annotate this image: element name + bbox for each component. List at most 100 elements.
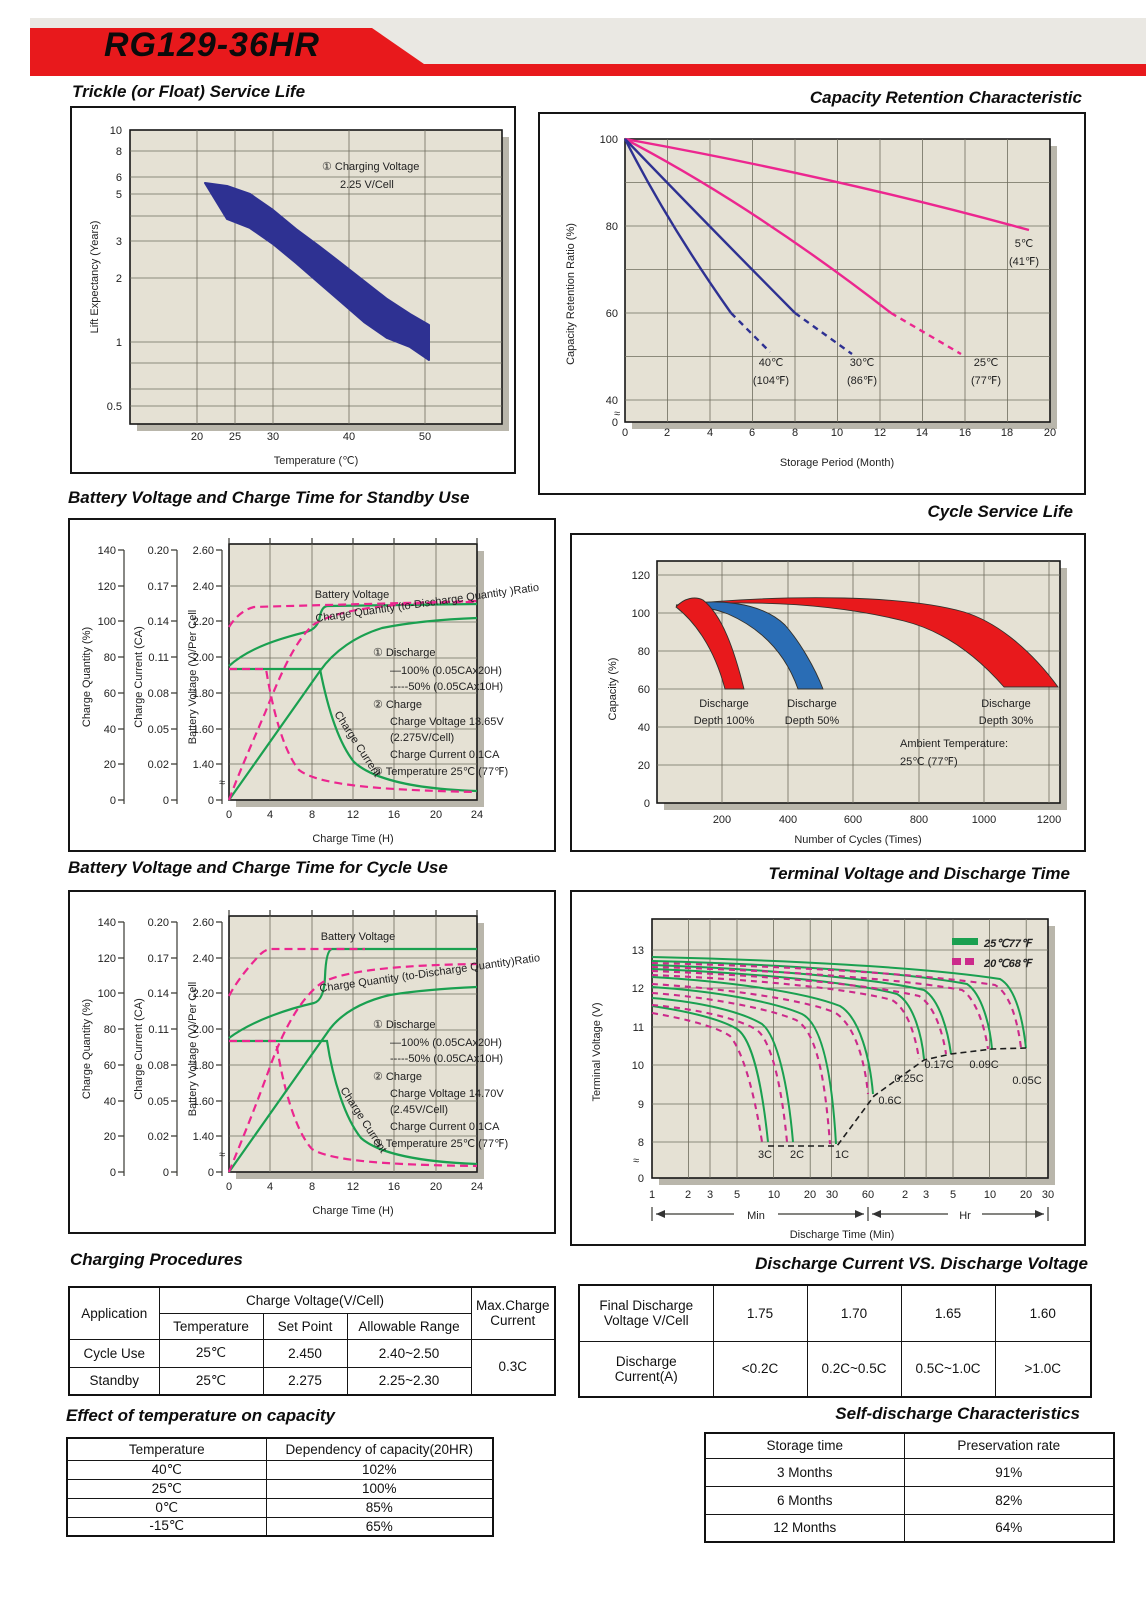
note-line: Charge Current 0.1CA (390, 1121, 500, 1133)
curve-06c-25 (651, 976, 874, 1095)
cell-set-standby: 2.275 (262, 1366, 348, 1396)
th-allowable-range: Allowable Range (346, 1312, 472, 1340)
axis-label-quantity: Charge Quantity (%) (81, 627, 93, 727)
header-red-banner (30, 28, 1146, 76)
line-40c-dashed (730, 312, 771, 353)
annotation-charging-voltage: ① Charging Voltage (322, 161, 419, 173)
axis-quantity (118, 549, 125, 804)
voltage-tick-label: 1.40 (193, 759, 214, 771)
current-tick-label: 0.20 (148, 917, 169, 929)
cell-final-voltage-label: Final Discharge Voltage V/Cell (578, 1284, 714, 1342)
note-line: Charge Current 0.1CA (390, 749, 500, 761)
y-tick-label: 40 (606, 395, 618, 407)
gridlines (229, 916, 477, 1172)
curve-009c-20 (651, 965, 990, 1050)
curve-3c-25 (651, 1005, 769, 1143)
table-row: Discharge Current(A) <0.2C 0.2C~0.5C 0.5… (578, 1340, 1092, 1398)
red-banner-shape (30, 28, 1146, 76)
x-tick-label: 4 (707, 427, 713, 439)
curve-label-voltage: Battery Voltage (315, 589, 390, 601)
cell-max-charge: 0.3C (470, 1338, 556, 1396)
note-line: ② Charge (373, 699, 422, 711)
legend-swatch-20c-b (965, 958, 974, 965)
curve-current-100 (229, 667, 478, 793)
axis-label-quantity: Charge Quantity (%) (81, 999, 93, 1099)
th-preservation-rate: Preservation rate (903, 1432, 1115, 1459)
cell-fv-1: 1.75 (712, 1284, 808, 1342)
arrowhead-hr-right (1035, 1210, 1044, 1218)
cell-dc-3: 0.5C~1.0C (900, 1340, 996, 1398)
curve-2c-25 (651, 997, 794, 1143)
table-row: Final Discharge Voltage V/Cell 1.75 1.70… (578, 1284, 1092, 1342)
quantity-tick-label: 100 (98, 616, 116, 628)
current-tick-label: 0.17 (148, 953, 169, 965)
x-tick-label: 30 (267, 431, 279, 443)
cell-dc-1: <0.2C (712, 1340, 808, 1398)
note-line: -----50% (0.05CAx10H) (390, 1053, 503, 1065)
x-tick-label: 12 (874, 427, 886, 439)
note-line: ① Discharge (373, 1019, 435, 1031)
y-tick-label: 10 (110, 125, 122, 137)
x-tick-label: 0 (226, 1181, 232, 1193)
table-row: 12 Months 64% (704, 1513, 1115, 1543)
top-ticks (228, 538, 478, 544)
annotation-voltage-value: 2.25 V/Cell (340, 179, 394, 191)
table-row: Standby 25℃ 2.275 2.25~2.30 (68, 1366, 555, 1396)
x-tick-label: 24 (471, 1181, 483, 1193)
x-tick-label: 5 (734, 1189, 740, 1201)
table-row: Storage time Preservation rate (704, 1432, 1115, 1459)
quantity-tick-label: 20 (104, 759, 116, 771)
label-40c: 40℃ (759, 357, 784, 369)
cell-temp-cycle: 25℃ (158, 1338, 264, 1368)
y-tick-label: 0.5 (107, 401, 122, 413)
cell-range-standby: 2.25~2.30 (346, 1366, 472, 1396)
voltage-tick-label: 2.40 (193, 581, 214, 593)
y-tick-label: 80 (606, 221, 618, 233)
cell-temp-minus15: -15℃ (66, 1516, 267, 1537)
x-tick-label: 20 (191, 431, 203, 443)
note-line: Charge Voltage 13.65V (390, 716, 504, 728)
note-line: ③ Temperature 25℃ (77℉) (373, 1138, 508, 1150)
cell-cap-0: 85% (265, 1497, 494, 1518)
cell-temp-25: 25℃ (66, 1478, 267, 1499)
heading-cycle-charge: Battery Voltage and Charge Time for Cycl… (68, 858, 448, 877)
voltage-tick-label: 1.60 (193, 724, 214, 736)
cell-fv-4: 1.60 (994, 1284, 1092, 1342)
curve-voltage-50 (228, 947, 365, 997)
y-tick-label: 60 (606, 308, 618, 320)
axis-break-squiggle: ≈ (633, 1155, 639, 1167)
label-5c: 5℃ (1015, 238, 1033, 250)
y-tick-label: 11 (633, 1022, 644, 1034)
x-tick-label: 30 (1042, 1189, 1054, 1201)
th-application: Application (68, 1286, 160, 1340)
x-tick-label: 20 (1044, 427, 1056, 439)
cell-app-cycle: Cycle Use (68, 1338, 160, 1368)
quantity-tick-label: 80 (104, 652, 116, 664)
voltage-tick-label: 2.20 (193, 988, 214, 1000)
y-tick-label: 0 (612, 417, 618, 429)
cutoff-voltage-line (768, 1047, 1027, 1147)
curve-1c-20 (651, 991, 832, 1145)
heading-charging-procedures: Charging Procedures (70, 1250, 243, 1269)
note-line: (2.275V/Cell) (390, 732, 454, 744)
x-tick-label: 4 (267, 809, 273, 821)
cell-set-cycle: 2.450 (262, 1338, 348, 1368)
note-line: ② Charge (373, 1071, 422, 1083)
line-30c (624, 138, 796, 314)
cell-6-months: 6 Months (704, 1485, 905, 1515)
label-d50-1: Discharge (787, 698, 837, 710)
axis-current (171, 921, 178, 1176)
note-line: ① Discharge (373, 647, 435, 659)
x-tick-label: 20 (430, 1181, 442, 1193)
x-tick-label: 8 (309, 1181, 315, 1193)
curve-quantity-100 (228, 985, 478, 1173)
curve-quantity-100 (228, 616, 478, 801)
y-tick-label: 80 (638, 646, 650, 658)
wedge-depth-100 (675, 597, 745, 690)
current-tick-label: 0 (163, 795, 169, 807)
table: Final Discharge Voltage V/Cell 1.75 1.70… (578, 1284, 1092, 1398)
x-tick-label: 30 (826, 1189, 838, 1201)
voltage-tick-label: 1.40 (193, 1131, 214, 1143)
